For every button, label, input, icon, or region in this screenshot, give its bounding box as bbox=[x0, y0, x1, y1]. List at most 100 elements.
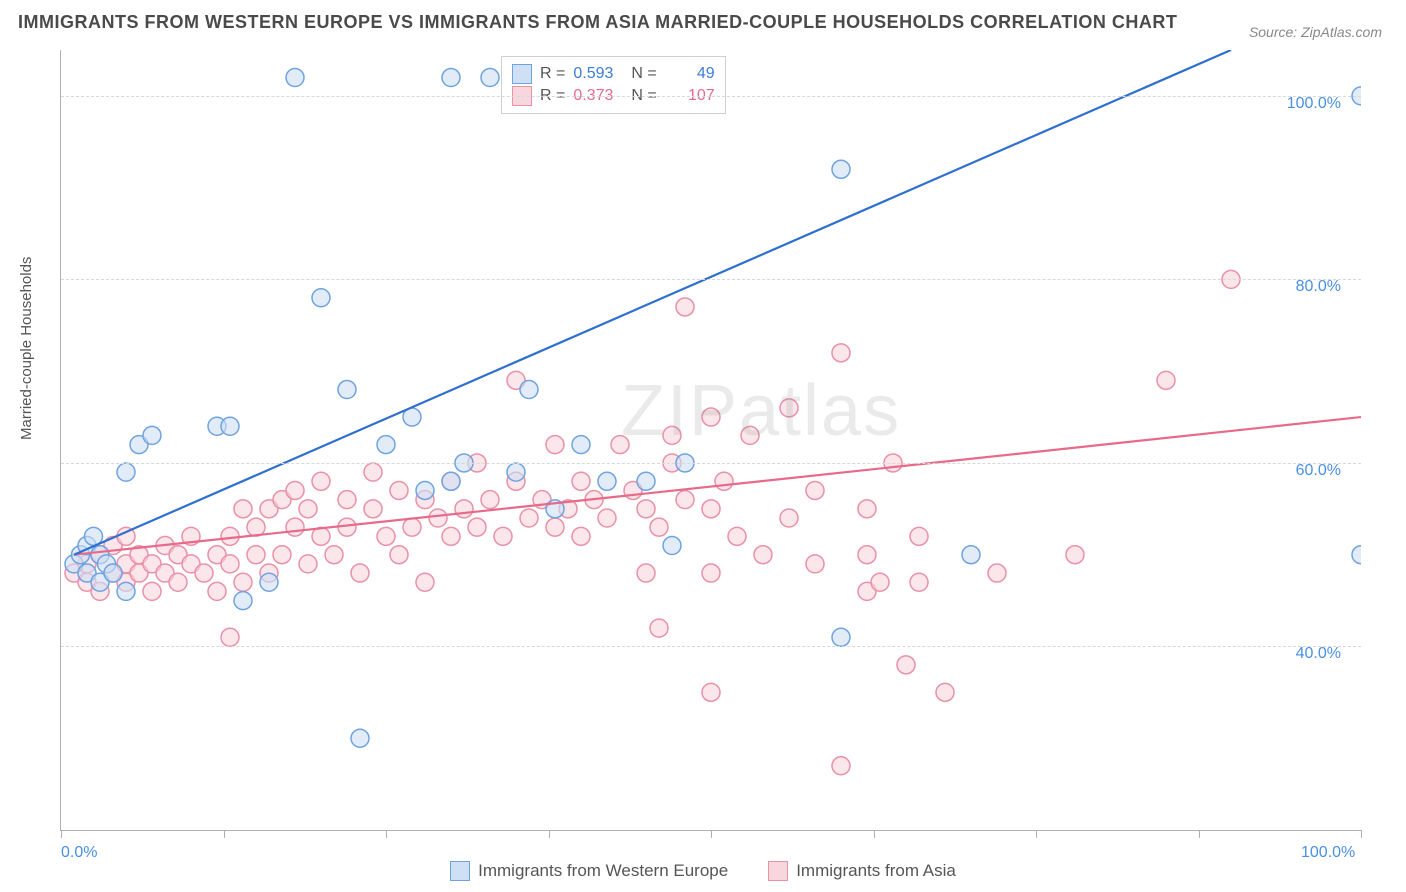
grid-line bbox=[61, 463, 1361, 464]
legend-swatch bbox=[450, 861, 470, 881]
n-value: 49 bbox=[665, 63, 715, 85]
data-point bbox=[117, 582, 135, 600]
grid-line bbox=[61, 96, 1361, 97]
data-point bbox=[221, 628, 239, 646]
data-point bbox=[104, 564, 122, 582]
data-point bbox=[442, 472, 460, 490]
data-point bbox=[234, 592, 252, 610]
data-point bbox=[832, 160, 850, 178]
data-point bbox=[325, 546, 343, 564]
data-point bbox=[247, 546, 265, 564]
data-point bbox=[481, 69, 499, 87]
data-point bbox=[871, 573, 889, 591]
data-point bbox=[143, 426, 161, 444]
x-tick-label: 0.0% bbox=[61, 844, 97, 862]
y-tick-label: 80.0% bbox=[1296, 278, 1341, 296]
legend-label: Immigrants from Western Europe bbox=[478, 861, 728, 881]
data-point bbox=[806, 555, 824, 573]
x-tick bbox=[386, 830, 387, 838]
scatter-svg bbox=[61, 50, 1361, 830]
data-point bbox=[299, 555, 317, 573]
data-point bbox=[572, 436, 590, 454]
data-point bbox=[702, 408, 720, 426]
data-point bbox=[832, 344, 850, 362]
x-tick bbox=[874, 830, 875, 838]
data-point bbox=[377, 436, 395, 454]
data-point bbox=[676, 298, 694, 316]
data-point bbox=[364, 500, 382, 518]
data-point bbox=[312, 289, 330, 307]
data-point bbox=[832, 628, 850, 646]
data-point bbox=[546, 518, 564, 536]
x-tick bbox=[224, 830, 225, 838]
data-point bbox=[754, 546, 772, 564]
data-point bbox=[1157, 371, 1175, 389]
data-point bbox=[858, 500, 876, 518]
r-label: R = bbox=[540, 63, 565, 85]
data-point bbox=[351, 729, 369, 747]
data-point bbox=[377, 527, 395, 545]
data-point bbox=[520, 509, 538, 527]
y-tick-label: 100.0% bbox=[1287, 95, 1341, 113]
chart-title: IMMIGRANTS FROM WESTERN EUROPE VS IMMIGR… bbox=[18, 12, 1177, 33]
x-tick bbox=[549, 830, 550, 838]
data-point bbox=[1066, 546, 1084, 564]
trend-line bbox=[74, 417, 1361, 555]
data-point bbox=[1352, 546, 1361, 564]
data-point bbox=[286, 518, 304, 536]
data-point bbox=[234, 500, 252, 518]
data-point bbox=[637, 500, 655, 518]
data-point bbox=[520, 381, 538, 399]
legend-swatch bbox=[768, 861, 788, 881]
legend-bottom: Immigrants from Western Europe Immigrants… bbox=[0, 861, 1406, 886]
data-point bbox=[481, 491, 499, 509]
data-point bbox=[234, 573, 252, 591]
data-point bbox=[403, 518, 421, 536]
stats-legend-box: R =0.593N =49R =0.373N =107 bbox=[501, 56, 726, 114]
data-point bbox=[455, 500, 473, 518]
x-tick bbox=[1199, 830, 1200, 838]
grid-line bbox=[61, 646, 1361, 647]
data-point bbox=[806, 481, 824, 499]
chart-container: IMMIGRANTS FROM WESTERN EUROPE VS IMMIGR… bbox=[0, 0, 1406, 892]
y-tick-label: 40.0% bbox=[1296, 645, 1341, 663]
data-point bbox=[598, 472, 616, 490]
legend-item: Immigrants from Asia bbox=[768, 861, 956, 881]
r-value: 0.593 bbox=[573, 63, 623, 85]
data-point bbox=[780, 399, 798, 417]
source-attribution: Source: ZipAtlas.com bbox=[1249, 24, 1382, 40]
data-point bbox=[117, 463, 135, 481]
data-point bbox=[572, 472, 590, 490]
data-point bbox=[299, 500, 317, 518]
data-point bbox=[637, 472, 655, 490]
data-point bbox=[728, 527, 746, 545]
y-tick-label: 60.0% bbox=[1296, 462, 1341, 480]
data-point bbox=[442, 527, 460, 545]
data-point bbox=[390, 481, 408, 499]
data-point bbox=[637, 564, 655, 582]
data-point bbox=[442, 69, 460, 87]
data-point bbox=[416, 481, 434, 499]
data-point bbox=[416, 573, 434, 591]
data-point bbox=[546, 436, 564, 454]
data-point bbox=[572, 527, 590, 545]
data-point bbox=[897, 656, 915, 674]
x-tick bbox=[61, 830, 62, 838]
data-point bbox=[988, 564, 1006, 582]
x-tick bbox=[711, 830, 712, 838]
x-tick-label: 100.0% bbox=[1301, 844, 1355, 862]
data-point bbox=[936, 683, 954, 701]
data-point bbox=[910, 573, 928, 591]
data-point bbox=[364, 463, 382, 481]
data-point bbox=[741, 426, 759, 444]
data-point bbox=[208, 582, 226, 600]
data-point bbox=[780, 509, 798, 527]
data-point bbox=[169, 573, 187, 591]
data-point bbox=[611, 436, 629, 454]
legend-item: Immigrants from Western Europe bbox=[450, 861, 728, 881]
data-point bbox=[832, 757, 850, 775]
data-point bbox=[702, 500, 720, 518]
data-point bbox=[650, 619, 668, 637]
data-point bbox=[195, 564, 213, 582]
data-point bbox=[429, 509, 447, 527]
